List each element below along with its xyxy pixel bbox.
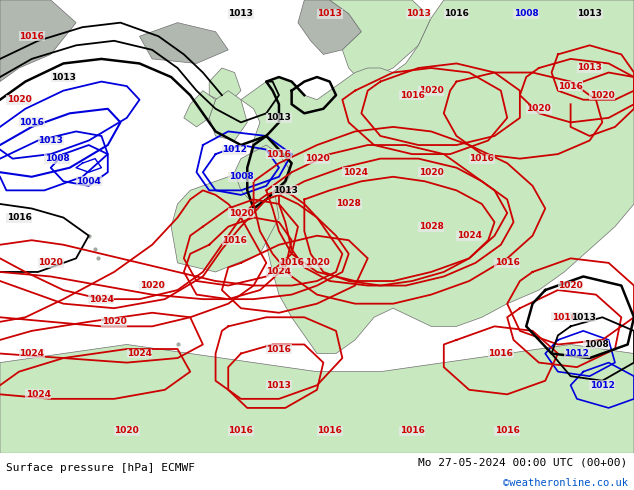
Text: 1008: 1008: [514, 9, 539, 18]
Text: 1020: 1020: [114, 426, 139, 435]
Text: 1013: 1013: [51, 73, 76, 81]
Text: 1024: 1024: [25, 390, 51, 399]
Text: 1020: 1020: [304, 258, 330, 268]
Text: 1016: 1016: [399, 426, 425, 435]
Text: 1016: 1016: [488, 349, 514, 358]
Polygon shape: [330, 0, 431, 81]
Text: 1020: 1020: [590, 91, 615, 99]
Text: 1013: 1013: [577, 9, 602, 18]
Text: 1004: 1004: [76, 177, 101, 186]
Text: 1016: 1016: [444, 9, 469, 18]
Text: 1013: 1013: [266, 113, 292, 122]
Text: 1020: 1020: [228, 209, 254, 218]
Text: 1016: 1016: [279, 258, 304, 268]
Text: 1020: 1020: [139, 281, 165, 290]
Text: 1008: 1008: [228, 172, 254, 181]
Text: 1016: 1016: [399, 91, 425, 99]
Text: 1020: 1020: [6, 95, 32, 104]
Text: 1020: 1020: [304, 154, 330, 163]
Text: 1013: 1013: [273, 186, 298, 195]
Text: 1028: 1028: [418, 222, 444, 231]
Text: 1016: 1016: [266, 149, 292, 159]
Text: Mo 27-05-2024 00:00 UTC (00+00): Mo 27-05-2024 00:00 UTC (00+00): [418, 458, 628, 467]
Polygon shape: [241, 0, 634, 354]
Text: 1016: 1016: [495, 426, 520, 435]
Text: 1016: 1016: [552, 313, 577, 322]
Text: 1020: 1020: [526, 104, 552, 113]
Text: 1016: 1016: [19, 118, 44, 127]
Text: 1016: 1016: [222, 236, 247, 245]
Text: 1016: 1016: [6, 213, 32, 222]
Text: 1020: 1020: [558, 281, 583, 290]
Polygon shape: [139, 23, 228, 63]
Text: 1012: 1012: [222, 145, 247, 154]
Polygon shape: [184, 91, 216, 127]
Text: 1013: 1013: [571, 313, 596, 322]
Text: 1016: 1016: [19, 32, 44, 41]
Text: 1020: 1020: [38, 258, 63, 268]
Text: 1008: 1008: [44, 154, 70, 163]
Text: 1024: 1024: [456, 231, 482, 240]
Polygon shape: [0, 344, 634, 453]
Text: 1028: 1028: [336, 199, 361, 208]
Text: 1013: 1013: [317, 9, 342, 18]
Text: 1016: 1016: [495, 258, 520, 268]
Text: 1016: 1016: [266, 344, 292, 353]
Text: 1016: 1016: [228, 426, 254, 435]
Text: 1016: 1016: [558, 82, 583, 91]
Text: 1020: 1020: [418, 86, 444, 95]
Text: 1024: 1024: [19, 349, 44, 358]
Text: 1012: 1012: [564, 349, 590, 358]
Text: 1024: 1024: [342, 168, 368, 177]
Text: 1024: 1024: [89, 294, 114, 304]
Text: 1013: 1013: [38, 136, 63, 145]
Text: 1012: 1012: [590, 381, 615, 390]
Polygon shape: [171, 172, 279, 272]
Text: 1008: 1008: [583, 340, 609, 349]
Polygon shape: [209, 68, 241, 104]
Polygon shape: [235, 145, 292, 204]
Text: 1013: 1013: [228, 9, 254, 18]
Text: 1016: 1016: [469, 154, 495, 163]
Text: ©weatheronline.co.uk: ©weatheronline.co.uk: [503, 478, 628, 488]
Text: 1013: 1013: [577, 64, 602, 73]
Text: 1013: 1013: [266, 381, 292, 390]
Text: 1020: 1020: [418, 168, 444, 177]
Text: 1024: 1024: [127, 349, 152, 358]
Polygon shape: [0, 0, 76, 81]
Text: 1016: 1016: [317, 426, 342, 435]
Text: 1020: 1020: [101, 318, 127, 326]
Text: Surface pressure [hPa] ECMWF: Surface pressure [hPa] ECMWF: [6, 463, 195, 473]
Polygon shape: [298, 0, 361, 54]
Polygon shape: [209, 91, 247, 141]
Text: 1013: 1013: [406, 9, 431, 18]
Text: 1024: 1024: [266, 268, 292, 276]
